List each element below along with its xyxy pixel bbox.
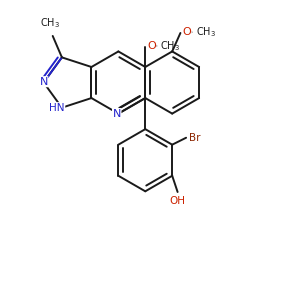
Text: CH$_3$: CH$_3$ xyxy=(160,39,180,53)
Text: O: O xyxy=(148,41,157,51)
Text: CH$_3$: CH$_3$ xyxy=(196,25,215,39)
Text: CH$_3$: CH$_3$ xyxy=(40,16,60,30)
Text: OH: OH xyxy=(169,196,186,206)
Text: N: N xyxy=(39,77,48,87)
Text: HN: HN xyxy=(49,103,65,113)
Text: N: N xyxy=(112,109,121,118)
Text: O: O xyxy=(183,27,192,37)
Text: Br: Br xyxy=(189,133,200,143)
